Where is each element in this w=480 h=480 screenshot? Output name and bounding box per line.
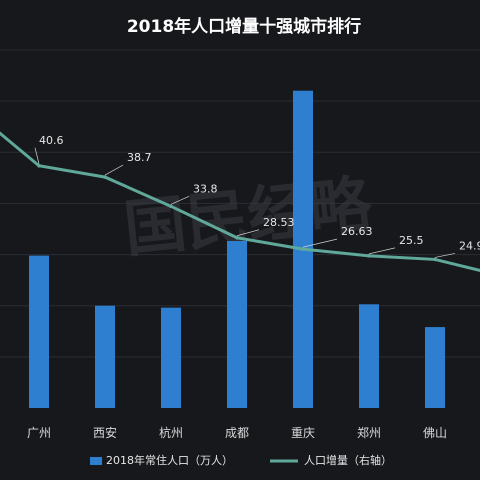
line-point — [103, 175, 107, 179]
x-tick-label: 西安 — [93, 425, 117, 440]
x-tick-label: 佛山 — [423, 426, 447, 440]
x-axis-ticks: 深圳广州西安杭州成都重庆郑州佛山长沙 — [27, 425, 447, 440]
bar — [161, 307, 181, 408]
line-point — [301, 247, 305, 251]
data-label: 33.8 — [193, 182, 218, 195]
legend: 2018年常住人口（万人） 人口增量（右轴） — [90, 453, 392, 467]
line-point — [235, 235, 239, 240]
x-tick-label: 郑州 — [357, 425, 381, 440]
bar — [95, 305, 115, 408]
label-leader — [104, 164, 124, 176]
line-point — [169, 204, 173, 209]
x-tick-label: 广州 — [27, 426, 51, 440]
bar — [29, 255, 49, 408]
label-leader — [368, 247, 396, 255]
label-leader — [236, 229, 260, 237]
chart-title: 2018年人口增量十强城市排行 — [127, 16, 361, 37]
data-label: 40.6 — [39, 134, 64, 147]
x-tick-label: 杭州 — [159, 425, 183, 440]
line-point — [367, 254, 371, 258]
label-leader — [170, 196, 190, 205]
data-label: 38.7 — [127, 151, 152, 164]
data-label: 28.53 — [263, 216, 295, 229]
legend-bar-swatch — [90, 457, 102, 465]
bar — [359, 304, 379, 408]
line-point — [37, 163, 41, 168]
label-leader — [34, 147, 40, 164]
line-series: 40.6 38.7 33.8 28.53 26.63 25.5 24.9 — [0, 131, 480, 272]
data-label: 25.5 — [399, 234, 424, 247]
legend-bar-label: 2018年常住人口（万人） — [106, 453, 233, 467]
legend-line-label: 人口增量（右轴） — [304, 453, 392, 467]
x-tick-label: 重庆 — [291, 426, 315, 440]
bar — [227, 240, 247, 408]
label-leader — [302, 238, 338, 248]
bar-series — [29, 90, 445, 408]
data-label: 26.63 — [341, 225, 373, 238]
label-leader — [434, 253, 456, 258]
watermark: 国民经略 — [121, 167, 376, 266]
bar — [425, 327, 445, 408]
data-label: 24.9 — [459, 239, 480, 252]
x-tick-label: 成都 — [225, 426, 249, 440]
line-point — [433, 257, 437, 262]
